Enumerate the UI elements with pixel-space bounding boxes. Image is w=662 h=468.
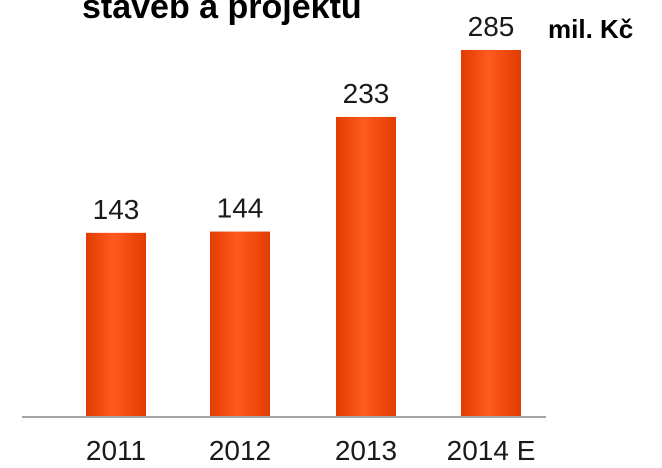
x-tick-label-2: 2013 (335, 435, 397, 466)
x-tick-label-1: 2012 (209, 435, 271, 466)
bar-1 (210, 231, 270, 417)
value-labels-layer: 143 144 233 285 (93, 11, 515, 225)
unit-label: mil. Kč (548, 14, 633, 44)
value-label-0: 143 (93, 194, 140, 225)
value-label-2: 233 (343, 78, 390, 109)
x-tick-label-3: 2014 E (447, 435, 536, 466)
bar-2 (336, 116, 396, 418)
bar-0 (86, 232, 146, 417)
tick-labels-layer: 2011 2012 2013 2014 E (86, 435, 535, 466)
chart-title: staveb a projektů (82, 0, 362, 26)
bars-layer (86, 50, 521, 418)
value-label-1: 144 (217, 193, 264, 224)
value-label-3: 285 (468, 11, 515, 42)
x-tick-label-0: 2011 (86, 435, 146, 466)
bar-3 (461, 50, 521, 417)
